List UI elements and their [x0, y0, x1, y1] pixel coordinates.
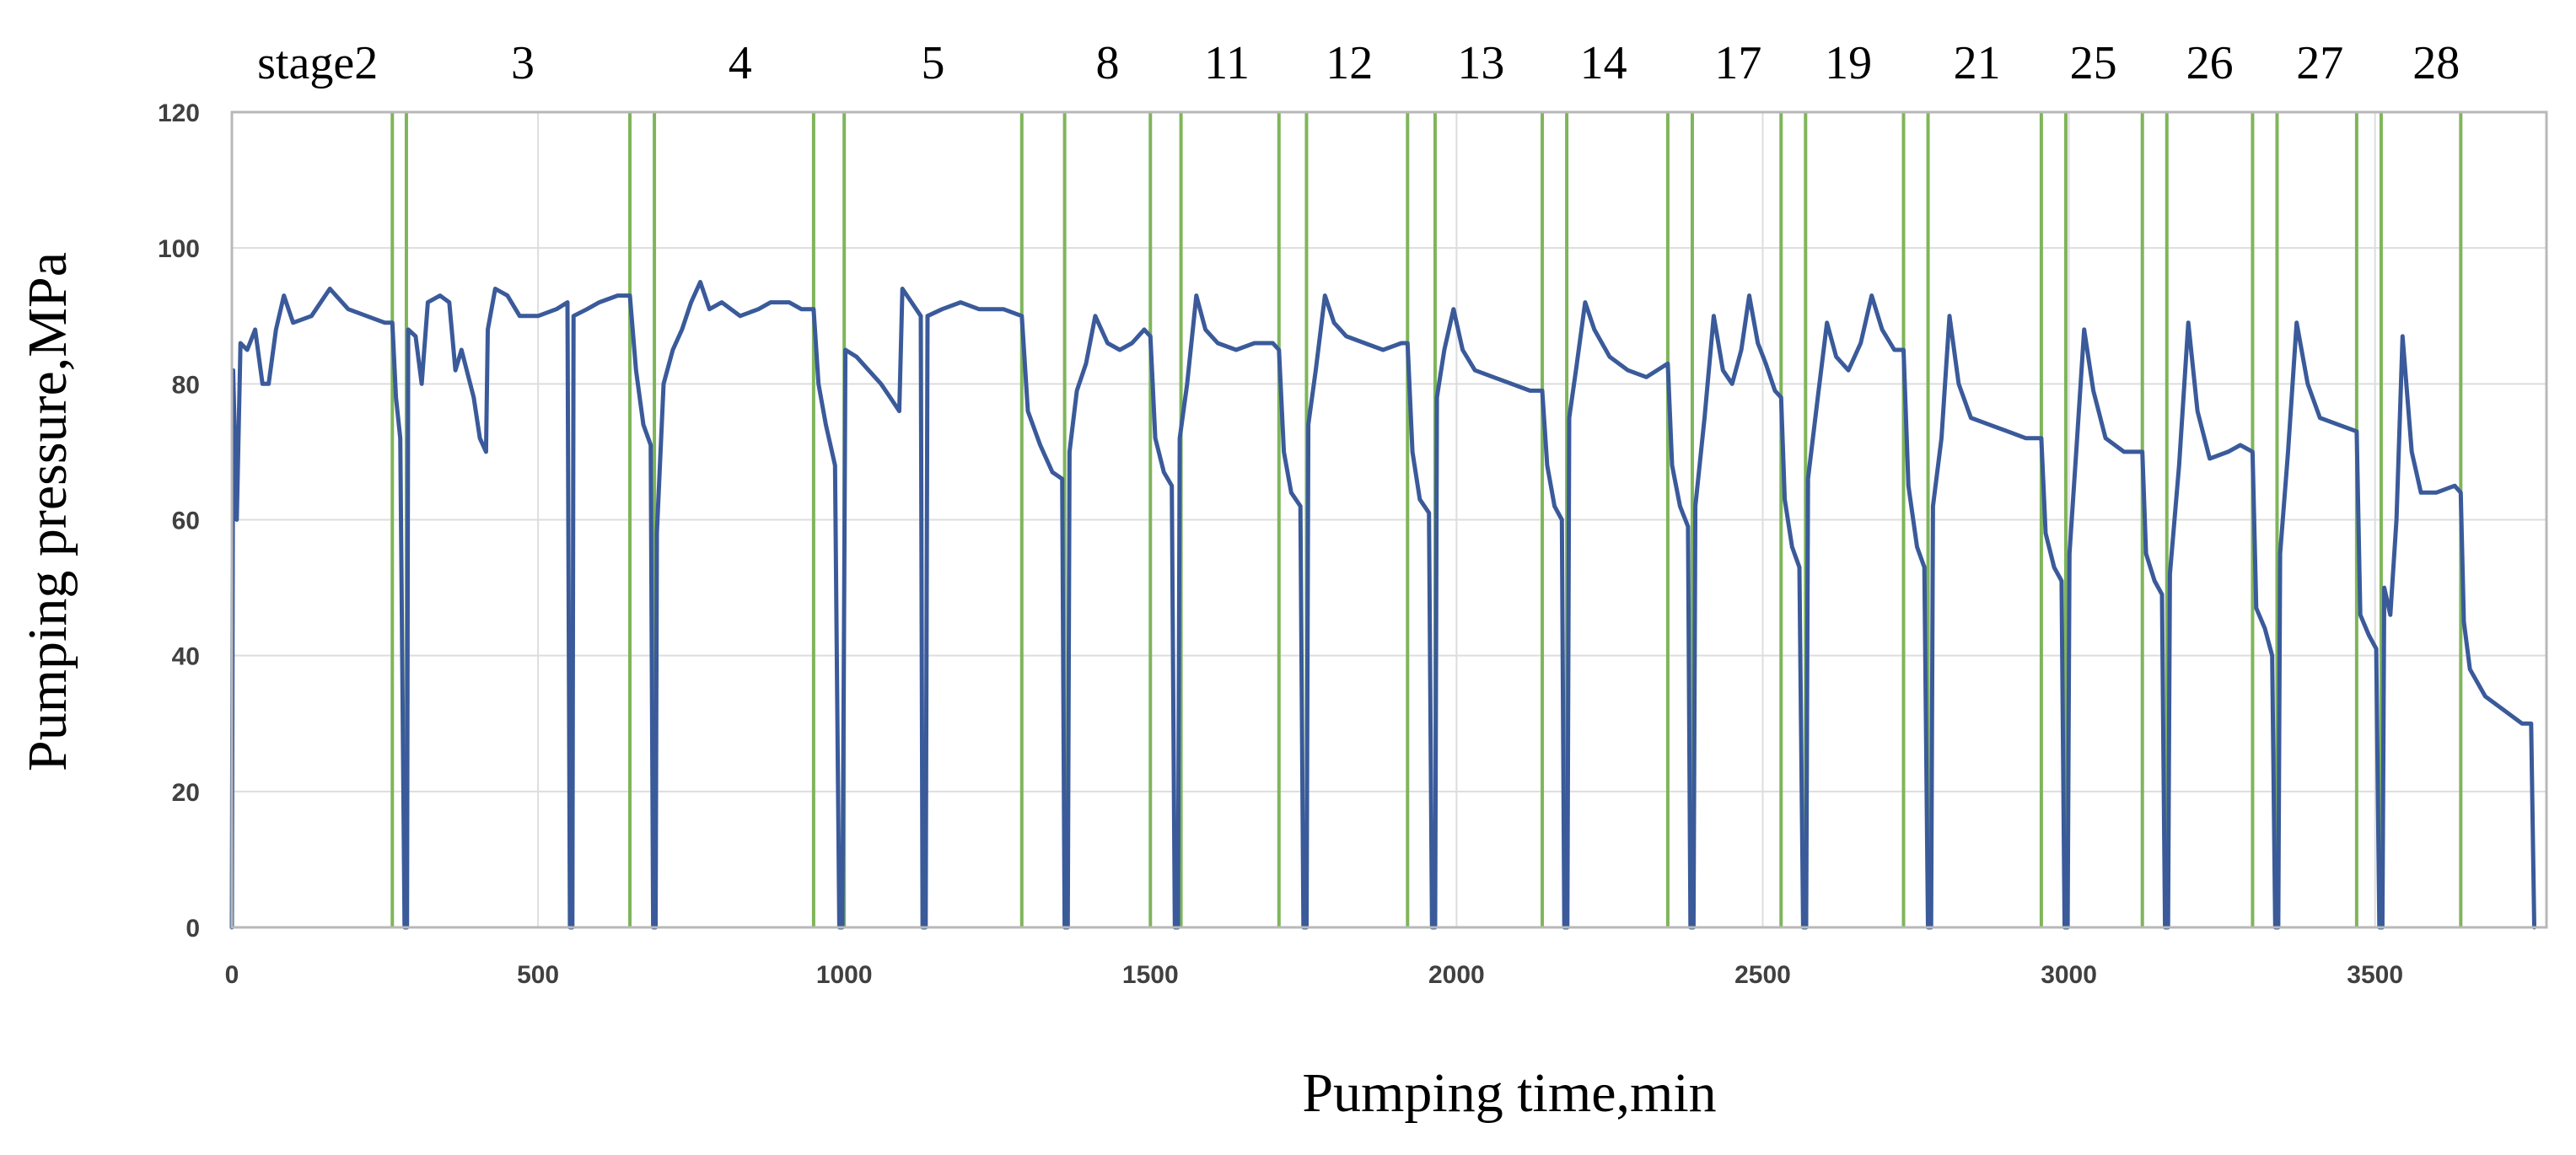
- grid-layer: [231, 111, 2546, 928]
- stage-label: 12: [1326, 37, 1373, 89]
- stage-label: 4: [729, 37, 752, 89]
- stage-label: 17: [1714, 37, 1761, 89]
- stage-label: 5: [921, 37, 944, 89]
- x-tick-label: 3500: [2347, 961, 2403, 989]
- x-tick-label: 1000: [816, 961, 873, 989]
- x-tick-label: 2500: [1734, 961, 1791, 989]
- tick-label-layer: 0 20 40 60 80 100 120 0 500 1000 1500 2000 2500 3000 3…: [158, 99, 2403, 989]
- stage-label: 8: [1095, 37, 1119, 89]
- stage-label: 3: [511, 37, 535, 89]
- y-axis-title: Pumping pressure,MPa: [17, 252, 78, 771]
- stage-label: 26: [2186, 37, 2234, 89]
- stage-label: 11: [1204, 37, 1250, 89]
- stage-label: 25: [2070, 37, 2117, 89]
- y-tick-label: 80: [172, 371, 200, 399]
- stage-label: 21: [1954, 37, 2001, 89]
- y-tick-label: 120: [158, 99, 200, 127]
- series-layer: [229, 280, 2536, 930]
- stage-label-layer: stage2 3 4 5 8 11 12 13 14 17 19 21 25 26 27 28: [257, 37, 2460, 89]
- y-tick-label: 20: [172, 779, 200, 807]
- pressure-series-line: [229, 280, 2536, 930]
- x-axis-title: Pumping time,min: [1302, 1062, 1716, 1124]
- y-tick-label: 0: [186, 915, 200, 943]
- y-tick-label: 100: [158, 235, 200, 263]
- plot-frame: [230, 110, 2548, 929]
- x-tick-label: 2000: [1428, 961, 1485, 989]
- stage-label: 28: [2412, 37, 2460, 89]
- y-tick-label: 60: [172, 508, 200, 535]
- stage-label: 19: [1825, 37, 1872, 89]
- x-tick-label: 3000: [2041, 961, 2097, 989]
- stage-label: stage2: [257, 37, 378, 89]
- stage-label: 14: [1580, 37, 1627, 89]
- x-tick-label: 1500: [1122, 961, 1179, 989]
- y-tick-label: 40: [172, 643, 200, 671]
- x-tick-label: 500: [517, 961, 559, 989]
- stage-label: 27: [2296, 37, 2343, 89]
- x-tick-label: 0: [225, 961, 239, 989]
- stage-label: 13: [1457, 37, 1504, 89]
